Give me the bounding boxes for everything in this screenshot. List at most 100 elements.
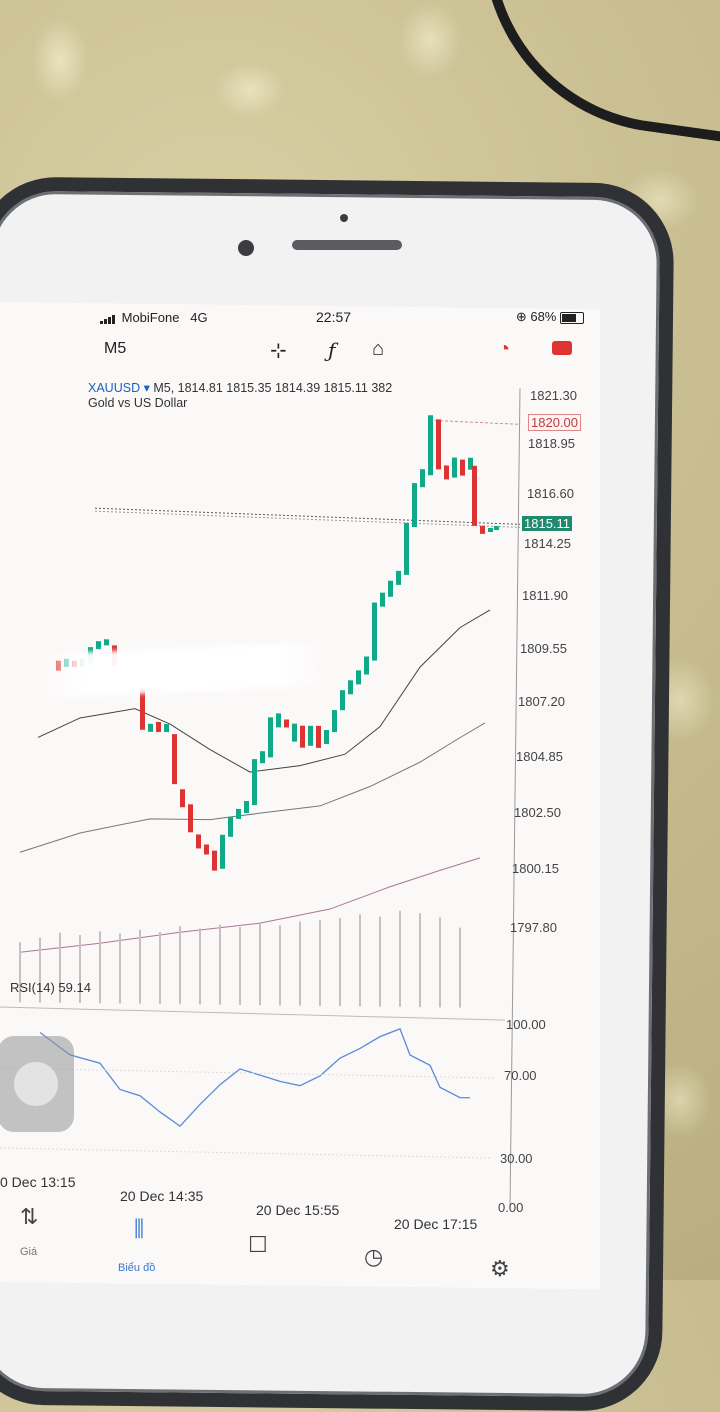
settings-icon[interactable]: ⚙ — [490, 1256, 510, 1281]
candle — [372, 602, 377, 661]
candle — [156, 721, 161, 732]
candle — [260, 751, 265, 764]
bid-line — [94, 507, 521, 525]
nav-chart[interactable]: Biểu đồ — [118, 1262, 156, 1274]
candle — [396, 570, 401, 585]
objects-icon[interactable]: ⌂ — [372, 338, 385, 360]
front-camera — [238, 240, 254, 256]
price-tick: 1804.85 — [516, 749, 563, 764]
proximity-sensor — [340, 214, 348, 222]
price-tick: 1818.95 — [528, 436, 575, 451]
battery-icon — [560, 311, 584, 324]
price-tick: 1811.90 — [522, 588, 569, 603]
candle — [380, 592, 385, 607]
price-axis-line — [509, 388, 521, 1209]
candle — [276, 713, 281, 728]
time-tick: 20 Dec 15:55 — [256, 1202, 340, 1218]
candle — [212, 850, 217, 871]
history-icon[interactable]: ◷ — [364, 1244, 384, 1269]
candle — [494, 526, 499, 531]
nav-quotes[interactable]: Giá — [20, 1246, 38, 1258]
rsi-tick: 100.00 — [506, 1017, 546, 1032]
candle — [340, 690, 345, 711]
rsi-70-line — [0, 1067, 496, 1079]
rsi-line — [39, 1028, 470, 1128]
candle — [172, 734, 177, 785]
rsi-divider — [0, 1006, 506, 1021]
time-tick: 20 Dec 14:35 — [120, 1188, 204, 1204]
candle — [308, 725, 313, 746]
candle — [196, 834, 201, 849]
candle — [220, 834, 225, 869]
chart-toolbar: M5 ⊹ ƒ ⌂ ◔ — [100, 336, 590, 366]
assistive-touch-button[interactable] — [0, 1036, 74, 1132]
carrier-name: MobiFone — [121, 310, 180, 325]
time-tick: 20 Dec 17:15 — [394, 1216, 478, 1232]
orientation-lock-icon: ⊕ — [515, 309, 527, 324]
price-tick: 1800.15 — [512, 861, 559, 876]
price-tick: 1814.25 — [524, 536, 571, 551]
candle — [204, 844, 209, 855]
price-tick: 1816.60 — [527, 486, 574, 501]
candle — [480, 525, 485, 534]
rsi-tick: 0.00 — [498, 1200, 524, 1215]
candle — [460, 459, 465, 476]
chart-symbol-line: XAUUSD ▾ M5, 1814.81 1815.35 1814.39 181… — [88, 380, 392, 395]
ohlc-values: M5, 1814.81 1815.35 1814.39 1815.11 382 — [153, 381, 393, 395]
quotes-icon[interactable]: ⇅ — [20, 1204, 39, 1229]
trade-nav-icon[interactable]: ☐ — [248, 1232, 268, 1257]
candle — [404, 522, 409, 575]
trade-icon[interactable]: ◔ — [498, 338, 511, 360]
candle — [268, 717, 273, 758]
candle — [452, 457, 457, 478]
symbol-dropdown-icon[interactable]: ▾ — [143, 381, 150, 395]
network-type: 4G — [190, 310, 208, 325]
price-tick: 1797.80 — [510, 920, 557, 935]
ask-line — [94, 510, 521, 528]
crosshair-icon[interactable]: ⊹ — [270, 340, 287, 362]
candle — [284, 719, 289, 728]
candle — [316, 725, 321, 748]
battery-group: ⊕ 68% — [516, 309, 584, 325]
candle — [188, 804, 193, 833]
clock: 22:57 — [316, 309, 352, 325]
battery-percent: 68% — [530, 309, 557, 324]
symbol[interactable]: XAUUSD — [88, 381, 141, 395]
price-tick: 1807.20 — [518, 694, 565, 709]
volume-bars — [19, 910, 461, 1008]
account-icon[interactable] — [552, 338, 572, 361]
candle — [148, 723, 153, 732]
price-tick: 1802.50 — [514, 805, 561, 820]
ma-fast — [37, 609, 491, 773]
ma-mid — [19, 722, 486, 853]
price-level-red: 1820.00 — [528, 414, 581, 431]
candle — [332, 710, 337, 733]
candle — [472, 465, 477, 526]
candle — [300, 725, 305, 748]
candle — [292, 723, 297, 742]
chart-icon[interactable]: ⫼ — [134, 1216, 145, 1241]
candle — [244, 800, 249, 814]
candle — [468, 457, 473, 470]
price-tick: 1821.30 — [530, 388, 577, 403]
timeframe-button[interactable]: M5 — [104, 340, 127, 357]
chart-canvas — [0, 388, 521, 1209]
candle — [488, 527, 493, 533]
candle — [444, 465, 449, 480]
current-price: 1815.11 — [522, 516, 573, 531]
rsi-tick: 30.00 — [500, 1151, 533, 1166]
candle — [412, 483, 417, 528]
candle — [104, 639, 109, 646]
candle — [140, 687, 145, 730]
candle — [252, 759, 257, 806]
candle — [436, 419, 441, 470]
phone-screen — [0, 302, 600, 1290]
signal-icon — [100, 314, 118, 324]
time-tick: 0 Dec 13:15 — [0, 1174, 76, 1190]
indicators-icon[interactable]: ƒ — [328, 338, 336, 362]
red-level-line — [429, 419, 521, 425]
rsi-30-line — [0, 1147, 491, 1159]
candle — [356, 670, 361, 685]
candle — [236, 808, 241, 819]
rsi-title: RSI(14) 59.14 — [10, 980, 91, 995]
